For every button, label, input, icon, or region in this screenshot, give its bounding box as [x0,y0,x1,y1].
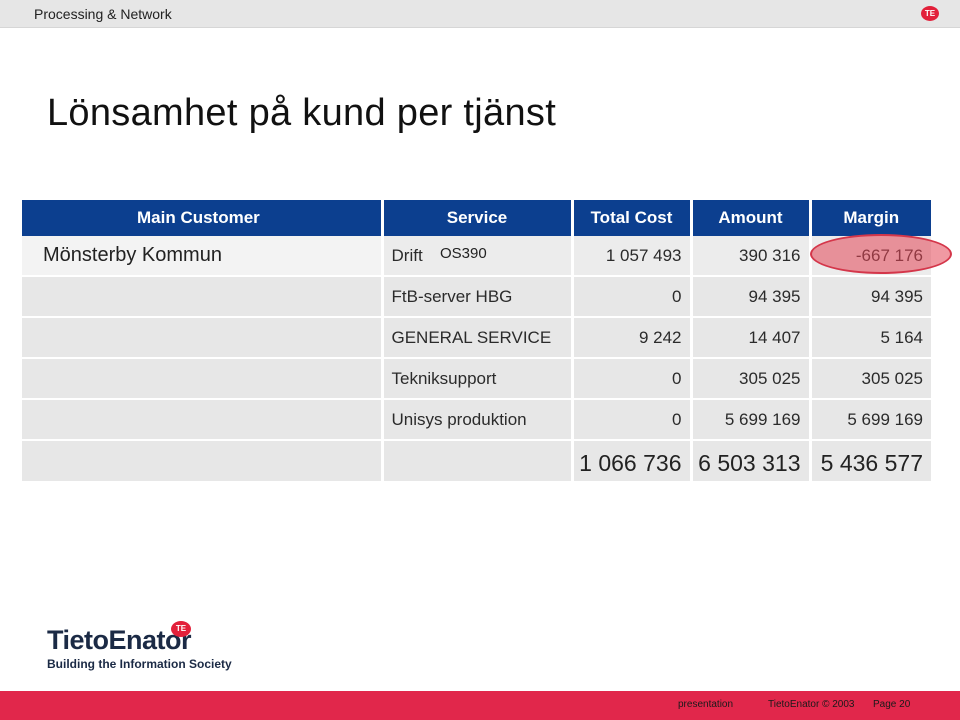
empty-customer-cell [22,317,384,359]
column-header-main-customer: Main Customer [22,200,384,236]
footer-bar: presentation TietoEnator © 2003 Page 20 [0,691,960,720]
service-cell: GENERAL SERVICE [382,317,574,359]
amount-cell: 94 395 [691,276,812,318]
empty-customer-cell [22,440,384,487]
tietoenator-logo: TietoEnator [47,625,192,655]
profitability-table: Main Customer Service Total Cost Amount … [22,200,931,487]
margin-cell: 94 395 [810,276,931,318]
column-header-margin: Margin [810,200,931,236]
customer-name: Mönsterby Kommun [22,236,384,277]
empty-customer-cell [22,276,384,318]
logo-tagline: Building the Information Society [47,657,232,671]
margin-cell: 305 025 [810,358,931,400]
table-row: Tekniksupport 0 305 025 305 025 [22,358,931,400]
top-bar: Processing & Network TE [0,0,960,28]
table-row: Unisys produktion 0 5 699 169 5 699 169 [22,399,931,441]
total-margin-sum: 5 436 577 [810,440,931,487]
amount-cell: 390 316 [691,236,812,277]
total-amount-sum: 6 503 313 [691,440,812,487]
column-header-total-cost: Total Cost [572,200,693,236]
total-cost-cell: 0 [572,399,693,441]
page-number: Page 20 [873,699,911,710]
margin-cell: 5 699 169 [810,399,931,441]
column-header-amount: Amount [691,200,812,236]
amount-cell: 305 025 [691,358,812,400]
table-header-row: Main Customer Service Total Cost Amount … [22,200,931,236]
total-cost-cell: 0 [572,276,693,318]
amount-cell: 5 699 169 [691,399,812,441]
os390-annotation: OS390 [440,245,487,262]
empty-service-cell [382,440,574,487]
table-row: FtB-server HBG 0 94 395 94 395 [22,276,931,318]
footer-presentation: presentation [678,699,734,710]
te-logo-icon: TE [171,621,191,637]
service-cell: Unisys produktion [382,399,574,441]
total-cost-sum: 1 066 736 [572,440,693,487]
footer-copyright: TietoEnator © 2003 [768,699,855,710]
total-cost-cell: 9 242 [572,317,693,359]
column-header-service: Service [382,200,574,236]
negative-margin-highlight [810,234,952,274]
empty-customer-cell [22,358,384,400]
service-cell: FtB-server HBG [382,276,574,318]
te-logo-icon: TE [921,6,939,21]
empty-customer-cell [22,399,384,441]
total-cost-cell: 0 [572,358,693,400]
amount-cell: 14 407 [691,317,812,359]
total-row: 1 066 736 6 503 313 5 436 577 [22,440,931,487]
service-cell: Drift [382,236,574,277]
total-cost-cell: 1 057 493 [572,236,693,277]
table-row: GENERAL SERVICE 9 242 14 407 5 164 [22,317,931,359]
margin-cell: 5 164 [810,317,931,359]
page-title: Lönsamhet på kund per tjänst [47,92,557,134]
service-cell: Tekniksupport [382,358,574,400]
header-title: Processing & Network [34,6,172,22]
